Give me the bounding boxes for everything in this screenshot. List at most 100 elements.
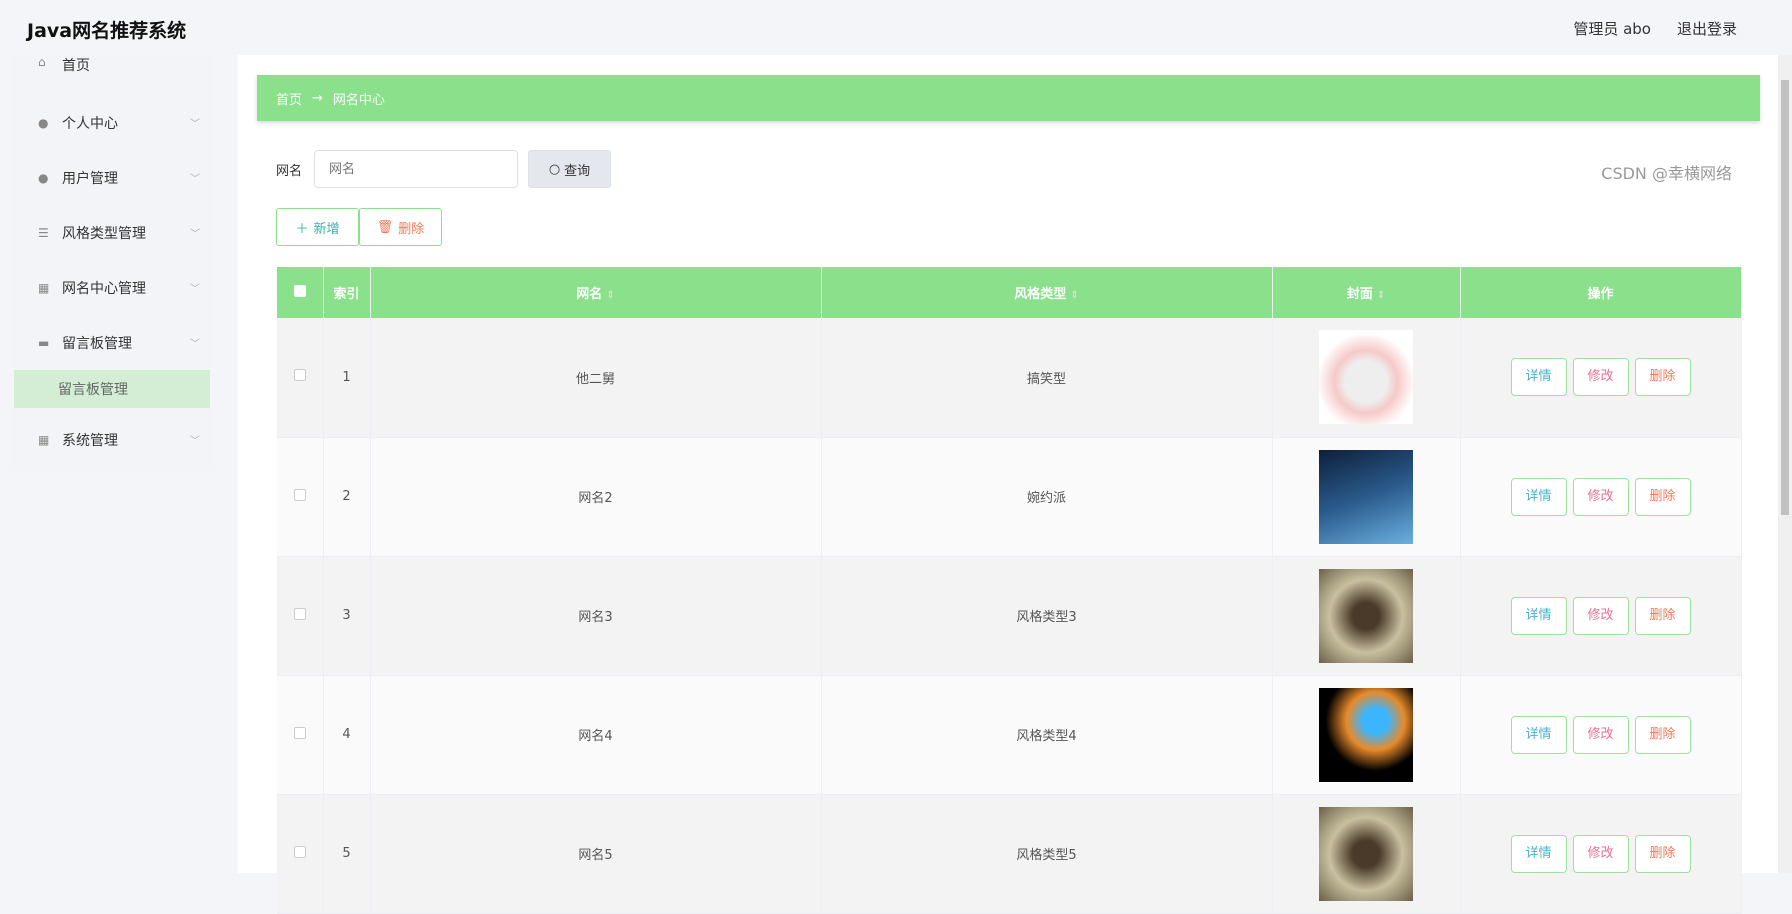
sort-icon[interactable]: ⇕	[606, 290, 615, 301]
scrollbar-thumb[interactable]	[1781, 80, 1789, 515]
checkbox[interactable]	[293, 488, 306, 501]
menu-label: 用户管理	[62, 170, 118, 187]
sidebar-item-users[interactable]: ● 用户管理 ﹀	[14, 150, 210, 205]
table-row: 1 他二舅 搞笑型 详情 修改 删除	[277, 318, 1742, 438]
delete-button[interactable]: 删除	[1634, 358, 1691, 397]
admin-user[interactable]: 管理员 abo	[1573, 20, 1651, 38]
breadcrumb-home[interactable]: 首页	[276, 92, 303, 108]
cell-cover	[1272, 556, 1461, 676]
row-select[interactable]	[277, 556, 324, 676]
user-icon: ●	[38, 170, 49, 185]
sidebar-item-personal[interactable]: ● 个人中心 ﹀	[14, 95, 210, 150]
cell-cover	[1272, 794, 1461, 914]
cover-image[interactable]	[1319, 568, 1413, 663]
cell-style: 风格类型4	[821, 675, 1273, 795]
grid-icon: ▦	[38, 432, 50, 447]
cell-name: 网名5	[370, 794, 822, 914]
home-icon: ⌂	[38, 55, 46, 69]
cover-image[interactable]	[1319, 449, 1413, 544]
breadcrumb-current: 网名中心	[332, 92, 385, 108]
add-label: 新增	[313, 221, 340, 237]
table-row: 2 网名2 婉约派 详情 修改 删除	[277, 437, 1742, 557]
cell-cover	[1272, 675, 1461, 795]
detail-button[interactable]: 详情	[1510, 834, 1567, 873]
table-row: 4 网名4 风格类型4 详情 修改 删除	[277, 675, 1742, 795]
delete-button[interactable]: 删除	[1634, 715, 1691, 754]
menu-label: 系统管理	[62, 432, 118, 449]
cell-ops: 详情 修改 删除	[1460, 675, 1742, 795]
cover-image[interactable]	[1319, 330, 1413, 425]
chevron-down-icon: ﹀	[190, 229, 200, 240]
cell-ops: 详情 修改 删除	[1460, 556, 1742, 676]
search-input[interactable]	[314, 150, 519, 188]
delete-button[interactable]: 删除	[1634, 834, 1691, 873]
col-cover[interactable]: 封面 ⇕	[1272, 267, 1461, 318]
menu-label: 个人中心	[62, 115, 118, 132]
add-button[interactable]: ＋新增	[276, 208, 359, 246]
cell-cover	[1272, 437, 1461, 557]
chevron-down-icon: ﹀	[190, 436, 200, 447]
sidebar-item-message[interactable]: ▬ 留言板管理 ﹀	[14, 315, 210, 370]
edit-button[interactable]: 修改	[1572, 477, 1629, 516]
cover-image[interactable]	[1319, 806, 1413, 901]
row-select[interactable]	[277, 437, 324, 557]
table-row: 3 网名3 风格类型3 详情 修改 删除	[277, 556, 1742, 676]
edit-button[interactable]: 修改	[1572, 834, 1629, 873]
cover-image[interactable]	[1319, 687, 1413, 782]
edit-button[interactable]: 修改	[1572, 715, 1629, 754]
batch-delete-button[interactable]: 🗑 删除	[359, 208, 442, 246]
detail-button[interactable]: 详情	[1510, 477, 1567, 516]
row-select[interactable]	[277, 675, 324, 795]
checkbox[interactable]	[293, 845, 306, 858]
grid-icon: ▦	[38, 280, 50, 295]
header-label: 风格类型	[1014, 287, 1067, 302]
header-label: 网名	[576, 287, 603, 302]
checkbox[interactable]	[293, 284, 306, 297]
sidebar-item-style[interactable]: ☰ 风格类型管理 ﹀	[14, 205, 210, 260]
col-name[interactable]: 网名 ⇕	[370, 267, 822, 318]
edit-button[interactable]: 修改	[1572, 596, 1629, 635]
cell-index: 5	[323, 794, 371, 914]
cell-style: 风格类型3	[821, 556, 1273, 676]
row-select[interactable]	[277, 794, 324, 914]
col-style[interactable]: 风格类型 ⇕	[821, 267, 1273, 318]
select-all[interactable]	[277, 267, 324, 318]
delete-button[interactable]: 删除	[1634, 477, 1691, 516]
edit-button[interactable]: 修改	[1572, 358, 1629, 397]
main-content: 首页 → 网名中心 网名 ○查询 ＋新增 🗑删除 索引 网名⇕ 风格类型⇕ 封面…	[238, 55, 1778, 914]
arrow-right-icon: →	[312, 90, 323, 106]
data-table: 索引 网名 ⇕ 风格类型 ⇕ 封面 ⇕ 操作 1 他二舅 搞笑型 详情 修改 删除 2 网…	[277, 267, 1742, 914]
cell-name: 网名3	[370, 556, 822, 676]
search-label: 网名	[276, 163, 303, 179]
checkbox[interactable]	[293, 369, 306, 382]
menu-label: 留言板管理	[62, 335, 132, 352]
cell-style: 搞笑型	[821, 318, 1273, 438]
cell-index: 2	[323, 437, 371, 557]
delete-button[interactable]: 删除	[1634, 596, 1691, 635]
user-icon: ●	[38, 115, 49, 130]
sidebar-item-nickname[interactable]: ▦ 网名中心管理 ﹀	[14, 260, 210, 315]
checkbox[interactable]	[293, 607, 306, 620]
query-button[interactable]: ○ 查询	[528, 150, 612, 188]
cell-style: 风格类型5	[821, 794, 1273, 914]
app-title: Java网名推荐系统	[27, 20, 187, 42]
cell-cover	[1272, 318, 1461, 438]
row-select[interactable]	[277, 318, 324, 438]
inbox-icon: ▬	[38, 335, 50, 350]
sort-icon[interactable]: ⇕	[1070, 290, 1079, 301]
header-label: 封面	[1346, 287, 1373, 302]
sort-icon[interactable]: ⇕	[1376, 290, 1386, 301]
detail-button[interactable]: 详情	[1510, 358, 1567, 397]
scrollbar[interactable]	[1778, 55, 1792, 873]
watermark: CSDN @幸横网络	[1601, 164, 1732, 183]
sidebar-item-home[interactable]: ⌂ 首页	[14, 55, 210, 95]
sidebar-subitem-message[interactable]: 留言板管理	[14, 370, 210, 408]
checkbox[interactable]	[293, 726, 306, 739]
query-label: 查询	[564, 163, 591, 179]
sidebar-item-system[interactable]: ▦ 系统管理 ﹀	[14, 412, 210, 467]
detail-button[interactable]: 详情	[1510, 596, 1567, 635]
detail-button[interactable]: 详情	[1510, 715, 1567, 754]
menu-label: 网名中心管理	[62, 280, 146, 297]
cell-ops: 详情 修改 删除	[1460, 794, 1742, 914]
logout-link[interactable]: 退出登录	[1676, 20, 1737, 38]
